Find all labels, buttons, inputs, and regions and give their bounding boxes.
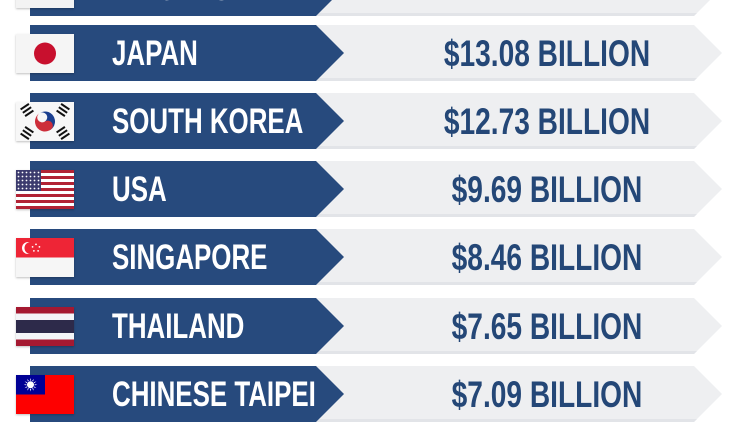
value-label: $9.69 BILLION [451, 169, 643, 210]
country-band [30, 366, 344, 422]
value-label: $7.09 BILLION [451, 374, 643, 415]
value-label [414, 0, 680, 16]
value-label: $12.73 BILLION [443, 101, 651, 142]
ranking-row: SOUTH KOREA $12.73 BILLION [0, 93, 750, 149]
country-label: THAILAND [112, 307, 245, 346]
country-label: INDONESIA [112, 0, 267, 16]
indonesia-flag-icon [16, 0, 74, 8]
ranking-row: JAPAN $13.08 BILLION [0, 25, 750, 81]
value-label: $8.46 BILLION [451, 237, 643, 278]
taiwan-flag-icon [16, 375, 74, 414]
country-band [30, 0, 344, 16]
country-label: USA [112, 170, 167, 209]
country-label: CHINESE TAIPEI [112, 375, 316, 414]
usa-flag-icon [16, 170, 74, 209]
country-band [30, 25, 344, 81]
country-band [30, 161, 344, 217]
country-band [30, 93, 344, 149]
value-label: $7.65 BILLION [451, 306, 643, 347]
country-label: JAPAN [112, 34, 198, 73]
ranking-row: INDONESIA [0, 0, 750, 16]
value-label: $13.08 BILLION [443, 33, 651, 74]
country-band [30, 298, 344, 354]
ranking-row: CHINESE TAIPEI $7.09 BILLION [0, 366, 750, 422]
south-korea-flag-icon [16, 102, 74, 141]
ranking-row: USA $9.69 BILLION [0, 161, 750, 217]
japan-flag-icon [16, 34, 74, 73]
ranking-row: SINGAPORE $8.46 BILLION [0, 229, 750, 285]
thailand-flag-icon [16, 307, 74, 346]
singapore-flag-icon [16, 238, 74, 277]
country-label: SINGAPORE [112, 238, 268, 277]
country-band [30, 229, 344, 285]
ranking-row: THAILAND $7.65 BILLION [0, 298, 750, 354]
country-label: SOUTH KOREA [112, 102, 304, 141]
